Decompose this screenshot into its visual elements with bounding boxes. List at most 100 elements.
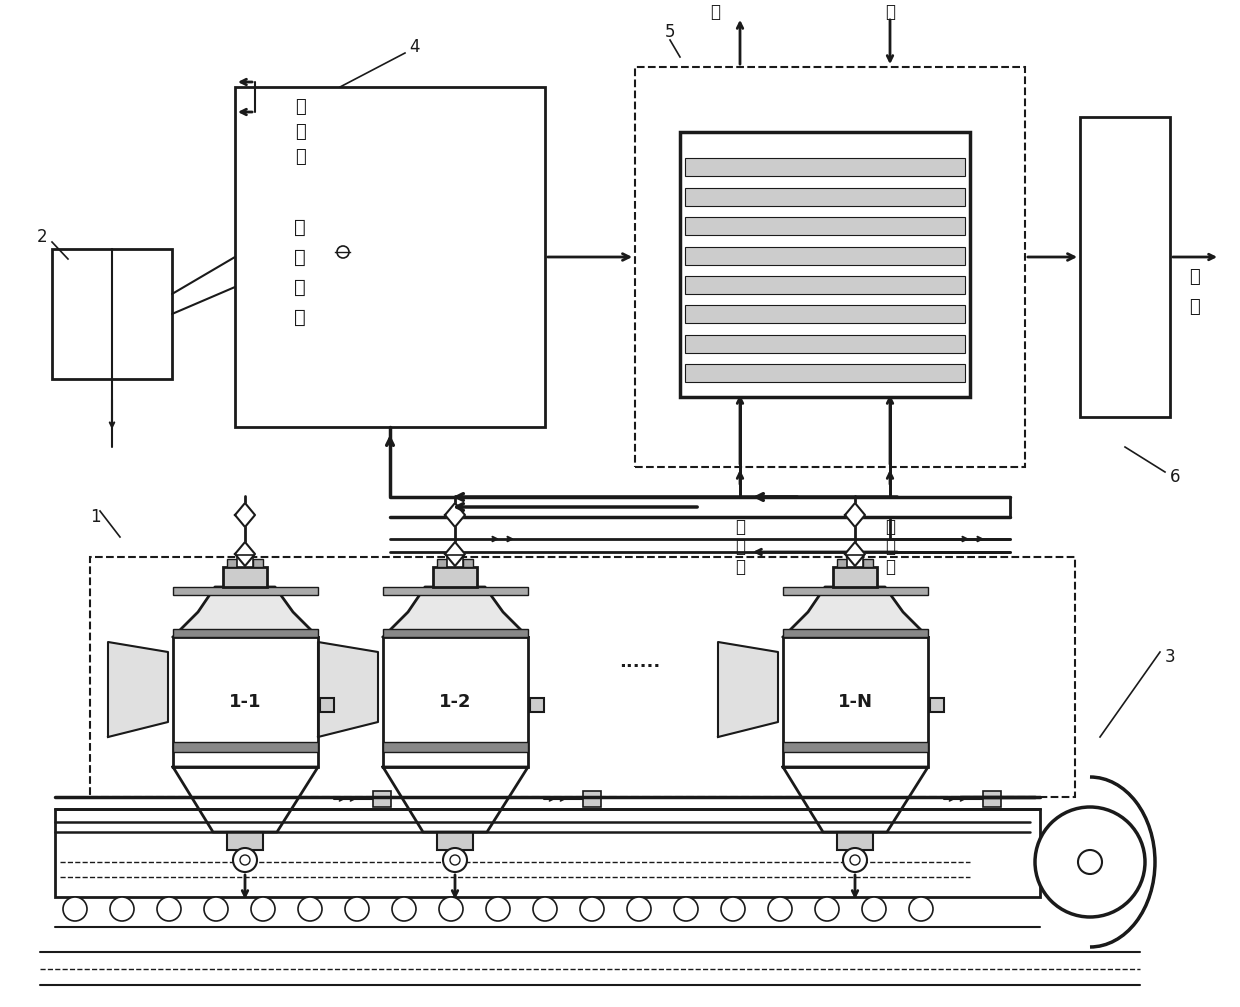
- Text: 汽: 汽: [711, 3, 720, 21]
- Bar: [174, 742, 317, 752]
- Circle shape: [250, 897, 275, 921]
- Circle shape: [768, 897, 792, 921]
- Circle shape: [233, 848, 257, 872]
- Text: 1-N: 1-N: [837, 693, 873, 711]
- Bar: [837, 559, 847, 567]
- Polygon shape: [782, 767, 928, 832]
- Circle shape: [627, 897, 651, 921]
- Circle shape: [392, 897, 415, 921]
- Polygon shape: [445, 504, 465, 527]
- Circle shape: [815, 897, 839, 921]
- Bar: [782, 629, 928, 637]
- Bar: [680, 132, 970, 397]
- Bar: [236, 87, 546, 427]
- Bar: [782, 637, 928, 767]
- Text: 水: 水: [885, 3, 895, 21]
- Circle shape: [110, 897, 134, 921]
- Circle shape: [443, 848, 467, 872]
- Bar: [529, 698, 544, 712]
- Circle shape: [450, 855, 460, 865]
- Polygon shape: [236, 504, 255, 527]
- Circle shape: [298, 897, 322, 921]
- Text: 値: 値: [294, 218, 306, 237]
- Text: 3: 3: [1164, 648, 1176, 666]
- Bar: [383, 637, 528, 767]
- Polygon shape: [383, 587, 528, 637]
- Circle shape: [849, 855, 861, 865]
- Text: 1-2: 1-2: [439, 693, 471, 711]
- Bar: [55, 809, 1040, 897]
- Bar: [237, 555, 253, 567]
- Circle shape: [345, 897, 370, 921]
- Bar: [52, 249, 172, 379]
- Bar: [1080, 117, 1171, 417]
- Bar: [383, 629, 528, 637]
- Circle shape: [157, 897, 181, 921]
- Bar: [223, 567, 267, 587]
- Text: 4: 4: [409, 38, 420, 56]
- Text: 冷: 冷: [885, 518, 895, 536]
- Bar: [782, 742, 928, 752]
- Polygon shape: [108, 642, 167, 737]
- Circle shape: [1078, 850, 1102, 874]
- Bar: [847, 555, 863, 567]
- Text: 5: 5: [665, 23, 676, 41]
- Bar: [684, 305, 965, 323]
- Bar: [174, 629, 317, 637]
- Circle shape: [862, 897, 887, 921]
- Bar: [383, 587, 528, 595]
- Text: 空: 空: [885, 538, 895, 556]
- Text: 2: 2: [37, 228, 47, 246]
- Polygon shape: [174, 587, 317, 637]
- Text: 气: 气: [885, 558, 895, 576]
- Circle shape: [241, 855, 250, 865]
- Bar: [684, 247, 965, 265]
- Circle shape: [909, 897, 932, 921]
- Bar: [227, 832, 263, 850]
- Bar: [433, 567, 477, 587]
- Polygon shape: [383, 767, 528, 832]
- Text: 烟: 烟: [1189, 268, 1200, 286]
- Bar: [253, 559, 263, 567]
- Polygon shape: [718, 642, 777, 737]
- Bar: [91, 557, 1075, 797]
- Circle shape: [533, 897, 557, 921]
- Text: 热: 热: [735, 518, 745, 536]
- Text: 气: 气: [1189, 298, 1200, 316]
- Circle shape: [580, 897, 604, 921]
- Bar: [833, 567, 877, 587]
- Bar: [373, 792, 391, 807]
- Polygon shape: [782, 587, 928, 637]
- Circle shape: [1035, 807, 1145, 917]
- Circle shape: [675, 897, 698, 921]
- Bar: [684, 334, 965, 352]
- Text: ......: ......: [619, 653, 661, 671]
- Circle shape: [843, 848, 867, 872]
- Bar: [684, 364, 965, 382]
- Bar: [446, 555, 463, 567]
- Circle shape: [486, 897, 510, 921]
- Polygon shape: [445, 542, 465, 566]
- Bar: [684, 218, 965, 235]
- Circle shape: [720, 897, 745, 921]
- Text: 1-1: 1-1: [228, 693, 262, 711]
- Text: 6: 6: [1169, 468, 1180, 486]
- Text: 班: 班: [294, 248, 306, 267]
- Text: 空: 空: [735, 538, 745, 556]
- Text: 焊: 焊: [294, 307, 306, 326]
- Bar: [436, 832, 472, 850]
- Bar: [782, 587, 928, 595]
- Bar: [684, 158, 965, 176]
- Bar: [635, 67, 1025, 467]
- Polygon shape: [844, 542, 866, 566]
- Polygon shape: [317, 642, 378, 737]
- Bar: [930, 698, 944, 712]
- Bar: [837, 832, 873, 850]
- Polygon shape: [236, 542, 255, 566]
- Bar: [983, 792, 1001, 807]
- Polygon shape: [844, 504, 866, 527]
- Text: 火: 火: [294, 278, 306, 296]
- Text: 1: 1: [89, 508, 100, 526]
- Text: 冷: 冷: [295, 98, 305, 116]
- Bar: [383, 742, 528, 752]
